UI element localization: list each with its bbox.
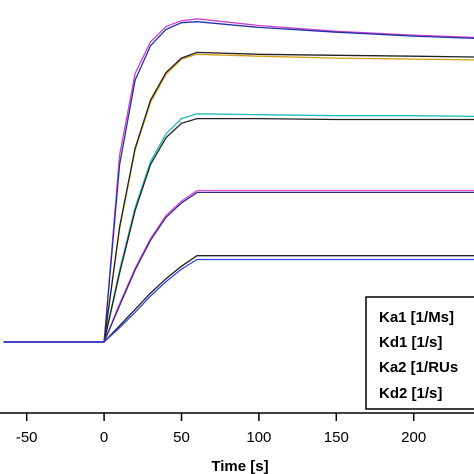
series-line-4	[3, 51, 474, 343]
legend-entry-ka2: Ka2 [1/RUs	[379, 359, 458, 376]
series-line-2	[3, 21, 474, 343]
series-line-7	[3, 189, 474, 343]
series-line-6	[3, 117, 474, 343]
legend-entry-kd1: Kd1 [1/s]	[379, 334, 442, 351]
series-line-10	[3, 258, 474, 343]
series-line-5	[3, 113, 474, 343]
series-line-1	[3, 18, 474, 343]
series-line-8	[3, 191, 474, 343]
legend: Ka1 [1/Ms] Kd1 [1/s] Ka2 [1/RUs Kd2 [1/s…	[365, 296, 474, 410]
legend-entry-ka1: Ka1 [1/Ms]	[379, 309, 454, 326]
legend-entry-kd2: Kd2 [1/s]	[379, 385, 442, 402]
x-tick-label: 200	[401, 429, 426, 446]
series-layer	[3, 18, 474, 343]
legend-box	[365, 296, 474, 410]
x-tick-label: 0	[100, 429, 108, 446]
x-axis-label: Time [s]	[211, 458, 268, 474]
x-axis-ticks: -50050100150200250300	[16, 413, 426, 446]
x-tick-label: 150	[324, 429, 349, 446]
x-tick-label: 50	[173, 429, 190, 446]
x-tick-label: -50	[16, 429, 38, 446]
x-tick-label: 100	[246, 429, 271, 446]
series-line-9	[3, 255, 474, 343]
